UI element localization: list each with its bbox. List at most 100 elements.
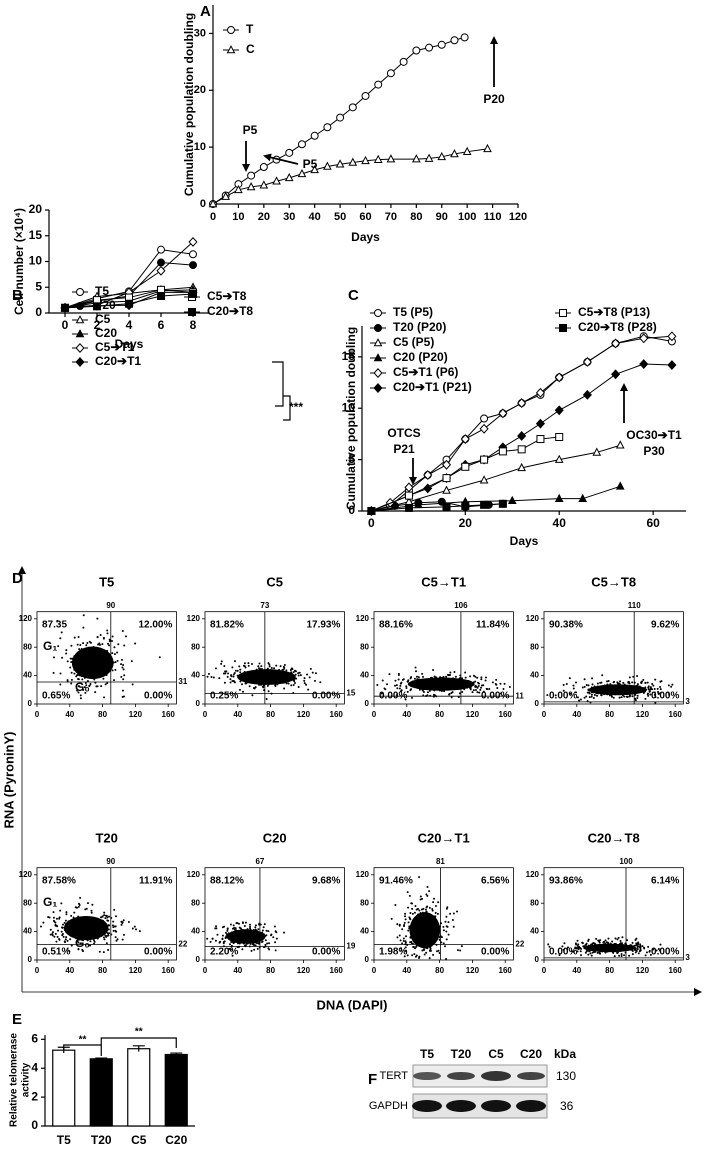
cell-dot [52,916,55,919]
marker [125,299,133,308]
cell-dot [451,691,454,694]
cell-dot [621,948,624,951]
cell-dot [446,687,449,690]
x-tick-label: 0 [210,211,216,223]
cell-dot [249,942,252,945]
cell-dot [305,683,308,686]
cell-dot [602,941,605,944]
cell-dot [221,934,224,937]
marker [297,140,306,149]
cell-dot [434,911,437,914]
cell-dot [279,665,282,668]
cell-dot [230,935,233,938]
cell-dot [274,684,277,687]
x-tick-label: T5 [57,1133,71,1147]
gate-label: 3 [685,953,690,962]
cell-dot [114,936,117,939]
cell-dot [599,687,602,690]
cell-dot [241,673,244,676]
cell-dot [657,947,660,950]
cell-dot [77,691,80,694]
cell-dot [437,688,440,691]
cell-dot [100,660,103,663]
quadrant-label: 12.00% [138,619,172,630]
cell-dot [94,647,97,650]
phase-label: G₁ [43,639,57,653]
marker [189,261,197,270]
cell-dot [287,682,290,685]
row-label: TERT [379,1070,408,1082]
cell-dot [266,942,269,945]
marker [310,131,319,140]
cell-dot [625,688,628,691]
cell-dot [572,687,575,690]
cell-dot [92,934,95,937]
cell-dot [426,913,429,916]
cell-dot [622,688,625,691]
x-tick-label: 80 [410,211,422,223]
cell-dot [404,940,407,943]
cell-dot [627,686,630,689]
cell-dot [76,659,79,662]
cell-dot [417,922,420,925]
cell-dot [416,907,419,910]
cell-dot [468,686,471,689]
cell-dot [659,680,662,683]
cell-dot [428,935,431,938]
cell-dot [614,937,617,940]
cell-dot [89,682,92,685]
cell-dot [65,913,68,916]
cell-dot [449,912,452,915]
marker [667,331,677,342]
cell-dot [267,683,270,686]
cell-dot [278,681,281,684]
cell-dot [116,659,119,662]
y-tick-label: 10 [342,400,356,414]
cell-dot [445,957,448,960]
cell-dot [122,663,125,666]
cell-dot [121,666,124,669]
cell-dot [428,684,431,687]
cell-dot [101,666,104,669]
cell-dot [92,939,95,942]
cell-dot [268,665,271,668]
cell-dot [581,686,584,689]
cell-dot [73,666,76,669]
cell-dot [641,945,644,948]
cell-dot [66,679,69,682]
cell-dot [611,940,614,943]
cell-dot [81,931,84,934]
cell-dot [421,949,424,952]
y-axis-label: activity [21,1062,32,1097]
cell-dot [562,684,565,687]
cell-dot [237,942,240,945]
cell-dot [264,943,267,946]
cell-dot [248,934,251,937]
cell-dot [79,896,82,899]
cell-dot [96,665,99,668]
cell-dot [91,930,94,933]
cell-dot [398,687,401,690]
cell-dot [233,932,236,935]
cell-dot [84,682,87,685]
cell-dot [75,668,78,671]
quadrant-label: 1.98% [379,947,407,958]
cell-dot [73,928,76,931]
x-tick-label: C5 [131,1133,147,1147]
cell-dot [61,926,64,929]
cell-dot [240,929,243,932]
cell-dot [243,933,246,936]
cell-dot [246,675,249,678]
marker [157,258,165,267]
cell-dot [319,681,322,684]
cell-dot [80,659,83,662]
cell-dot [78,904,81,907]
legend-label: C5➔T1 (P6) [393,365,458,379]
x-tick-label: 70 [385,211,397,223]
cell-dot [255,678,258,681]
cell-dot [92,668,95,671]
cell-dot [451,681,454,684]
cell-dot [657,693,660,696]
marker [348,103,357,112]
quadrant-label: 11.84% [476,619,509,630]
